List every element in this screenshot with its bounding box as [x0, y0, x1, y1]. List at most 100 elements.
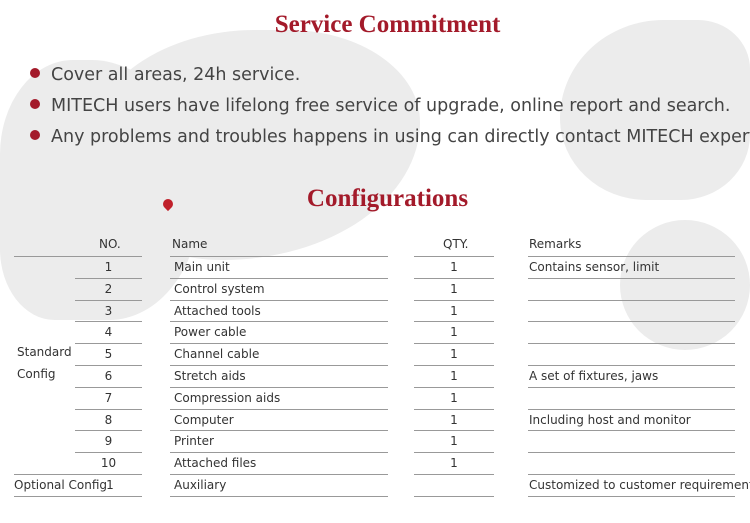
row-divider	[75, 343, 142, 344]
row-no: 3	[104, 304, 113, 318]
row-divider	[528, 321, 735, 322]
row-no: 1	[106, 478, 114, 492]
row-name: Auxiliary	[174, 478, 227, 492]
row-qty: 1	[450, 456, 458, 470]
row-divider	[414, 496, 494, 497]
row-divider	[75, 430, 142, 431]
row-divider	[528, 430, 735, 431]
bullet-icon	[30, 130, 40, 140]
row-name: Main unit	[174, 260, 230, 274]
bullet-text: Cover all areas, 24h service.	[51, 65, 301, 85]
row-divider	[170, 256, 388, 257]
row-remarks: Including host and monitor	[529, 413, 691, 427]
world-map-background	[620, 220, 750, 350]
row-divider	[414, 343, 494, 344]
row-divider	[528, 452, 735, 453]
row-divider	[75, 409, 142, 410]
service-bullet: Any problems and troubles happens in usi…	[30, 127, 750, 147]
row-divider	[75, 452, 142, 453]
row-qty: 1	[450, 347, 458, 361]
row-divider	[14, 496, 142, 497]
row-divider	[528, 387, 735, 388]
row-divider	[170, 387, 388, 388]
row-divider	[75, 278, 142, 279]
row-divider	[75, 321, 142, 322]
row-divider	[528, 300, 735, 301]
group-optional-label: Optional Config	[14, 478, 108, 492]
row-divider	[414, 278, 494, 279]
row-name: Compression aids	[174, 391, 281, 405]
row-no: 2	[104, 282, 113, 296]
row-divider	[170, 321, 388, 322]
row-remarks: Customized to customer requirements	[529, 478, 750, 492]
row-qty: 1	[450, 260, 458, 274]
row-qty: 1	[450, 325, 458, 339]
row-divider	[170, 409, 388, 410]
row-divider	[170, 496, 388, 497]
row-divider	[170, 430, 388, 431]
row-divider	[528, 365, 735, 366]
row-divider	[170, 452, 388, 453]
row-qty: 1	[450, 434, 458, 448]
header-qty: QTY.	[443, 237, 469, 251]
row-no: 5	[104, 347, 113, 361]
row-remarks: Contains sensor, limit	[529, 260, 660, 274]
world-map-background	[560, 20, 750, 200]
row-divider	[414, 474, 494, 475]
row-remarks: A set of fixtures, jaws	[529, 369, 659, 383]
service-bullet: Cover all areas, 24h service.	[30, 65, 300, 85]
row-no: 7	[104, 391, 113, 405]
row-divider	[14, 256, 142, 257]
row-divider	[528, 474, 735, 475]
row-name: Attached files	[174, 456, 257, 470]
row-divider	[414, 387, 494, 388]
row-no: 1	[104, 260, 113, 274]
row-qty: 1	[450, 282, 458, 296]
bullet-text: Any problems and troubles happens in usi…	[51, 127, 750, 147]
row-divider	[75, 365, 142, 366]
row-divider	[414, 300, 494, 301]
bullet-icon	[30, 99, 40, 109]
row-divider	[14, 474, 142, 475]
row-name: Power cable	[174, 325, 247, 339]
service-title: Service Commitment	[274, 11, 501, 38]
row-no: 9	[104, 434, 113, 448]
row-divider	[170, 278, 388, 279]
row-divider	[528, 496, 735, 497]
row-divider	[414, 321, 494, 322]
row-divider	[528, 409, 735, 410]
group-standard-label: Standard	[17, 345, 72, 359]
row-qty	[414, 474, 494, 496]
row-qty: 1	[450, 369, 458, 383]
row-name: Control system	[174, 282, 265, 296]
row-divider	[528, 278, 735, 279]
row-divider	[414, 256, 494, 257]
header-remarks: Remarks	[529, 237, 582, 251]
service-bullet: MITECH users have lifelong free service …	[30, 96, 730, 116]
row-divider	[414, 452, 494, 453]
row-qty: 1	[450, 413, 458, 427]
row-divider	[528, 256, 735, 257]
row-no: 8	[104, 413, 113, 427]
row-no: 10	[100, 456, 117, 470]
configurations-title: Configurations	[306, 185, 469, 212]
row-no: 4	[104, 325, 113, 339]
row-qty: 1	[450, 391, 458, 405]
header-name: Name	[172, 237, 208, 251]
row-divider	[528, 343, 735, 344]
row-divider	[414, 409, 494, 410]
row-name: Computer	[174, 413, 234, 427]
row-divider	[75, 387, 142, 388]
row-divider	[414, 365, 494, 366]
row-qty: 1	[450, 304, 458, 318]
bullet-icon	[30, 68, 40, 78]
row-divider	[170, 474, 388, 475]
row-divider	[170, 300, 388, 301]
row-name: Printer	[174, 434, 214, 448]
row-divider	[170, 343, 388, 344]
header-no: NO.	[99, 237, 121, 251]
row-divider	[170, 365, 388, 366]
row-name: Attached tools	[174, 304, 261, 318]
row-divider	[75, 300, 142, 301]
